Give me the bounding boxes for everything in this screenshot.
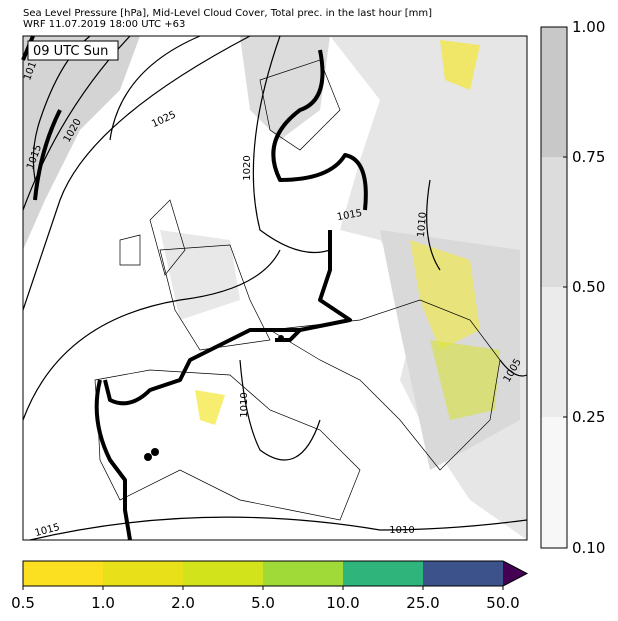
isobar-label: 1015	[336, 208, 363, 223]
tick-label: 0.10	[572, 539, 605, 557]
cloud-colorbar: 1.00 0.75 0.50 0.25 0.10	[540, 18, 605, 557]
tick-label: 0.75	[572, 148, 605, 166]
isobar-label: 1020	[242, 155, 253, 180]
precip-colorbar: 0.5 1.0 2.0 5.0 10.0 25.0 50.0	[11, 560, 529, 612]
tick-label: 50.0	[486, 594, 519, 612]
tick-label: 25.0	[406, 594, 439, 612]
tick-label: 2.0	[171, 594, 195, 612]
tick-label: 0.5	[11, 594, 35, 612]
tick-label: 0.25	[572, 408, 605, 426]
tick-label: 0.50	[572, 278, 605, 296]
tick-label: 1.0	[91, 594, 115, 612]
tick-label: 5.0	[251, 594, 275, 612]
isobar-label: 1010	[239, 392, 250, 417]
isobar-label: 1010	[416, 212, 429, 238]
title: Sea Level Pressure [hPa], Mid-Level Clou…	[23, 8, 432, 19]
isobar-label: 1010	[389, 525, 414, 536]
tick-label: 10.0	[326, 594, 359, 612]
tick-label: 1.00	[572, 18, 605, 36]
time-label: 09 UTC Sun	[33, 44, 108, 59]
subtitle: WRF 11.07.2019 18:00 UTC +63	[23, 19, 185, 30]
